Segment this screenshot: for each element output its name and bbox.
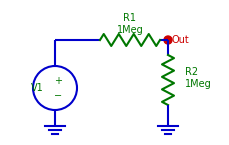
Text: −: − [54, 91, 62, 101]
Text: 1Meg: 1Meg [185, 79, 212, 89]
Text: V1: V1 [31, 83, 43, 93]
Text: R2: R2 [185, 67, 198, 77]
Text: +: + [54, 76, 62, 86]
Text: 1Meg: 1Meg [117, 25, 143, 35]
Circle shape [164, 36, 172, 44]
Text: Out: Out [172, 35, 190, 45]
Text: R1: R1 [123, 13, 136, 23]
